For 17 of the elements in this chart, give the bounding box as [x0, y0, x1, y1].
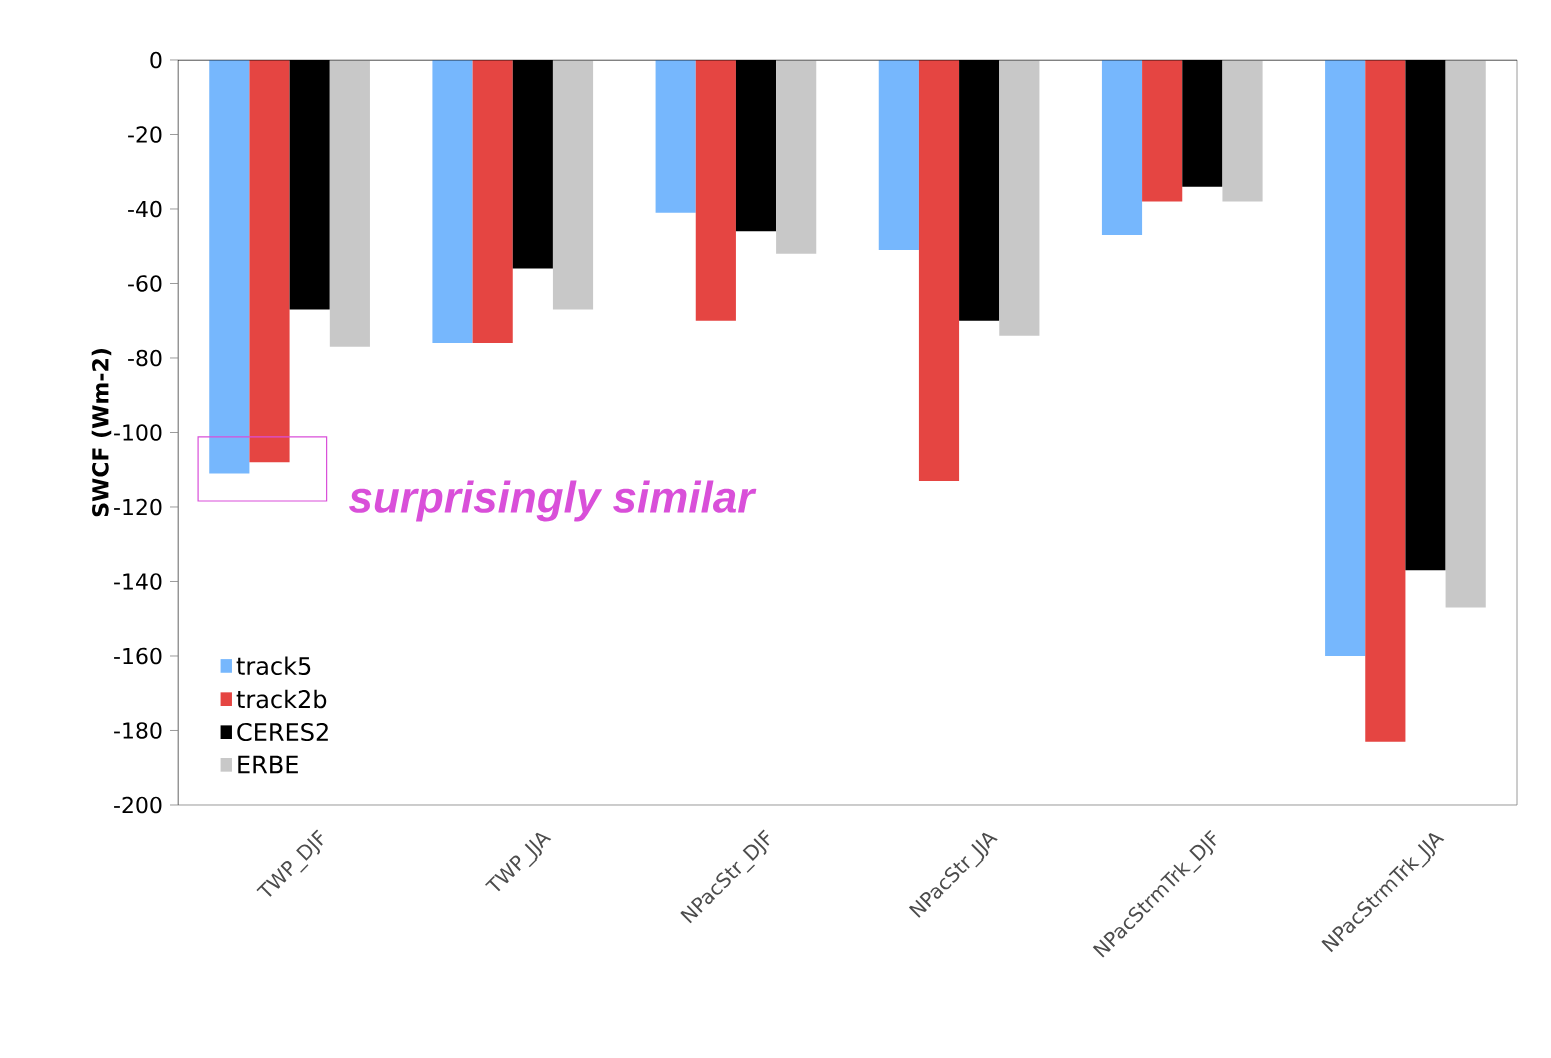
y-tick-label: -200	[114, 796, 162, 814]
y-tick-label: -20	[128, 126, 162, 143]
y-tick-label: -60	[128, 275, 162, 292]
y-axis-title: SWCF (Wm-2)	[91, 349, 112, 517]
y-tick-label: -180	[114, 722, 162, 739]
legend-label: ERBE	[238, 755, 298, 774]
y-tick-label: 0	[150, 51, 162, 69]
y-tick-label: -140	[114, 573, 162, 590]
legend-label: track5	[236, 656, 311, 676]
legend-label: CERES2	[237, 722, 328, 742]
y-tick-label: -160	[114, 647, 162, 665]
annotation: surprisingly similar	[348, 480, 757, 522]
y-tick-label: -100	[114, 424, 162, 441]
y-tick-label: -80	[128, 349, 162, 367]
y-tick-label: -40	[128, 200, 162, 218]
legend-label: track2b	[236, 689, 327, 709]
y-tick-label: -120	[114, 498, 162, 516]
